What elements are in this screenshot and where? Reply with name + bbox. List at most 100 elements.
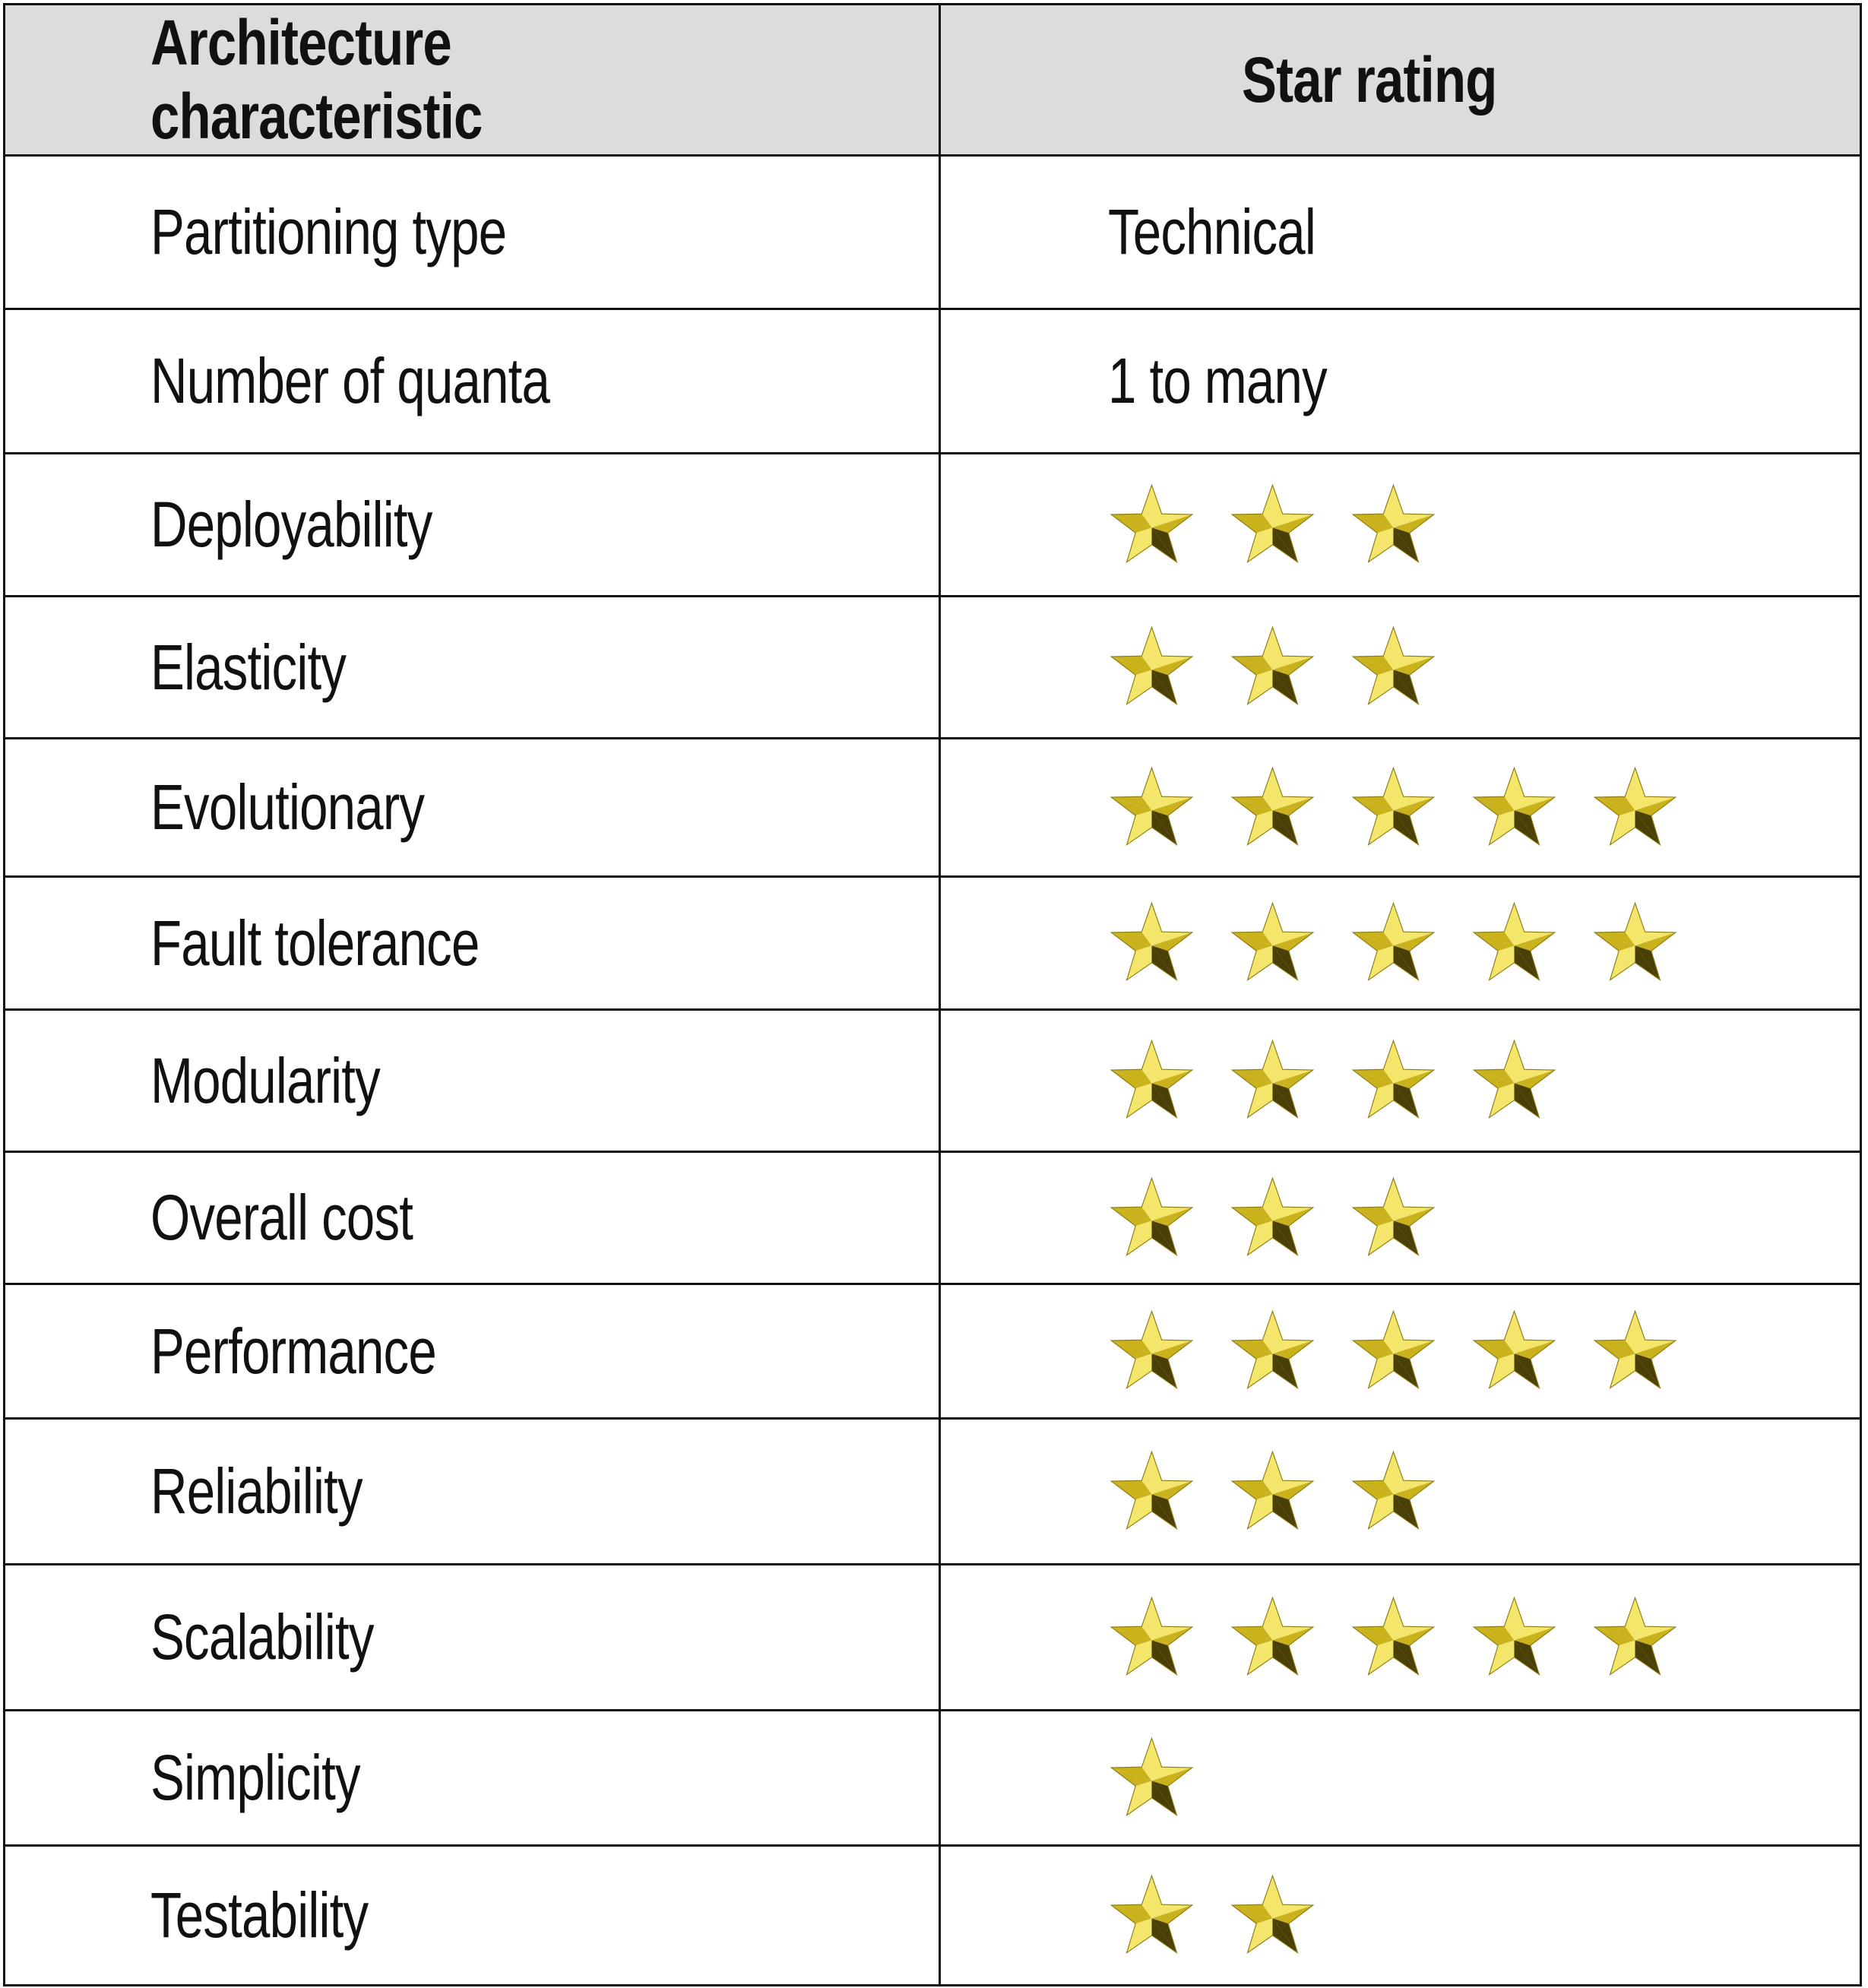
star-icon <box>1351 901 1436 982</box>
characteristic-name: Elasticity <box>150 631 347 703</box>
star-rating <box>1108 764 1860 851</box>
characteristic-name: Reliability <box>150 1455 363 1527</box>
star-icon <box>1230 483 1315 563</box>
header-star-rating-label: Star rating <box>1242 43 1497 116</box>
star-icon <box>1593 1309 1677 1390</box>
rating-cell: 1 to many <box>939 308 1862 454</box>
star-icon <box>1110 1596 1194 1676</box>
star-icon <box>1351 483 1436 563</box>
star-icon <box>1110 1039 1194 1119</box>
star-rating <box>1108 1448 1860 1535</box>
characteristic-name: Partitioning type <box>150 196 507 267</box>
characteristic-name: Overall cost <box>150 1182 413 1253</box>
characteristic-cell: Scalability <box>3 1563 941 1711</box>
star-icon <box>1230 901 1315 982</box>
table-row: Evolutionary <box>3 737 1862 878</box>
star-icon <box>1110 483 1194 563</box>
characteristics-table: Architecture characteristic Star rating … <box>3 3 1862 1986</box>
star-icon <box>1351 1450 1436 1530</box>
star-icon <box>1351 1309 1436 1390</box>
characteristic-name: Testability <box>150 1879 369 1951</box>
star-icon <box>1230 625 1315 706</box>
table-row: Number of quanta 1 to many <box>3 308 1862 454</box>
table-row: Fault tolerance <box>3 875 1862 1011</box>
star-icon <box>1230 1039 1315 1119</box>
star-rating <box>1108 1594 1860 1681</box>
characteristic-name: Modularity <box>150 1044 381 1116</box>
table-row: Performance <box>3 1283 1862 1420</box>
characteristic-name: Number of quanta <box>150 345 550 416</box>
star-icon <box>1110 1874 1194 1954</box>
table-row: Simplicity <box>3 1709 1862 1847</box>
characteristic-cell: Modularity <box>3 1008 941 1153</box>
characteristic-cell: Performance <box>3 1283 941 1420</box>
rating-cell <box>939 1563 1862 1711</box>
star-icon <box>1110 766 1194 846</box>
star-icon <box>1230 1176 1315 1256</box>
star-icon <box>1230 1450 1315 1530</box>
characteristic-cell: Simplicity <box>3 1709 941 1847</box>
characteristic-name: Fault tolerance <box>150 907 480 979</box>
rating-text: 1 to many <box>1108 345 1328 416</box>
star-icon <box>1593 766 1677 846</box>
rating-cell <box>939 875 1862 1011</box>
characteristic-cell: Number of quanta <box>3 308 941 454</box>
characteristic-name: Deployability <box>150 489 432 560</box>
rating-cell <box>939 1417 1862 1565</box>
table-row: Elasticity <box>3 595 1862 739</box>
star-icon <box>1110 625 1194 706</box>
star-icon <box>1472 1309 1556 1390</box>
star-icon <box>1110 1450 1194 1530</box>
star-icon <box>1351 766 1436 846</box>
rating-cell: Technical <box>939 154 1862 310</box>
characteristic-name: Scalability <box>150 1601 375 1673</box>
rating-cell <box>939 1709 1862 1847</box>
star-icon <box>1351 1596 1436 1676</box>
star-icon <box>1472 901 1556 982</box>
star-rating <box>1108 1174 1860 1261</box>
table-row: Overall cost <box>3 1151 1862 1285</box>
star-icon <box>1230 1596 1315 1676</box>
characteristic-name: Evolutionary <box>150 771 425 843</box>
star-icon <box>1110 1176 1194 1256</box>
characteristic-cell: Partitioning type <box>3 154 941 310</box>
table-row: Modularity <box>3 1008 1862 1153</box>
rating-cell <box>939 1283 1862 1420</box>
header-star-rating: Star rating <box>939 3 1862 157</box>
header-characteristic-label: Architecture characteristic <box>150 7 483 152</box>
rating-cell <box>939 595 1862 739</box>
star-icon <box>1230 766 1315 846</box>
table-row: Scalability <box>3 1563 1862 1711</box>
star-icon <box>1593 1596 1677 1676</box>
table-row: Reliability <box>3 1417 1862 1565</box>
star-icon <box>1110 1736 1194 1816</box>
characteristic-name: Performance <box>150 1315 437 1387</box>
characteristic-name: Simplicity <box>150 1742 361 1813</box>
star-rating <box>1108 1037 1860 1125</box>
star-icon <box>1110 901 1194 982</box>
table-row: Partitioning type Technical <box>3 154 1862 310</box>
star-icon <box>1472 1039 1556 1119</box>
characteristic-cell: Fault tolerance <box>3 875 941 1011</box>
rating-text: Technical <box>1108 196 1316 267</box>
characteristic-cell: Reliability <box>3 1417 941 1565</box>
star-icon <box>1351 1176 1436 1256</box>
rating-cell <box>939 737 1862 878</box>
characteristic-cell: Deployability <box>3 452 941 597</box>
star-icon <box>1472 766 1556 846</box>
star-icon <box>1472 1596 1556 1676</box>
rating-cell <box>939 452 1862 597</box>
characteristic-cell: Evolutionary <box>3 737 941 878</box>
star-icon <box>1351 1039 1436 1119</box>
header-characteristic: Architecture characteristic <box>3 3 941 157</box>
header-row: Architecture characteristic Star rating <box>3 3 1862 157</box>
star-icon <box>1593 901 1677 982</box>
star-icon <box>1230 1874 1315 1954</box>
characteristic-cell: Elasticity <box>3 595 941 739</box>
table-row: Testability <box>3 1844 1862 1986</box>
rating-cell <box>939 1844 1862 1986</box>
star-rating <box>1108 1308 1860 1395</box>
star-icon <box>1351 625 1436 706</box>
star-rating <box>1108 1734 1860 1822</box>
star-rating <box>1108 900 1860 987</box>
